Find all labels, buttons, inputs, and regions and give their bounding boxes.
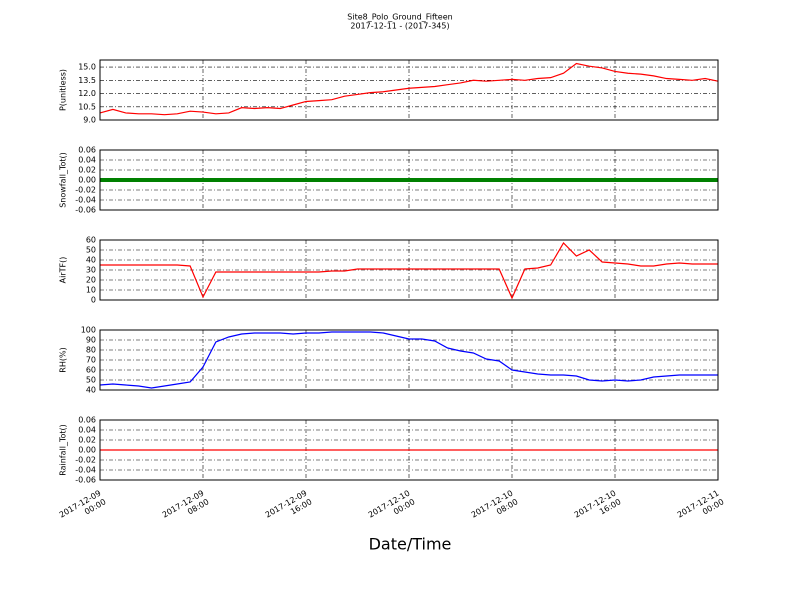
y-tick-label: 50 <box>86 246 96 255</box>
y-tick-label: 0.06 <box>78 146 96 155</box>
plot-frame <box>99 329 719 391</box>
y-tick-label: -0.04 <box>75 196 96 205</box>
plot-frame <box>99 419 719 481</box>
y-tick-label: 13.5 <box>78 76 96 85</box>
x-tick-label: 2017-12-1100:00 <box>675 488 725 528</box>
y-tick-label: -0.06 <box>75 476 96 485</box>
y-tick-label: 0 <box>91 296 96 305</box>
y-tick-label: -0.06 <box>75 206 96 215</box>
y-tick-label: -0.02 <box>75 186 96 195</box>
y-tick-label: 0.04 <box>78 156 96 165</box>
y-tick-label: 12.0 <box>78 89 96 98</box>
y-tick-label: 90 <box>86 336 96 345</box>
subtitle: 2017-12-11 - (2017-345) <box>350 22 449 31</box>
y-tick-label: 40 <box>86 386 96 395</box>
x-tick-label: 2017-12-1000:00 <box>366 488 416 528</box>
y-tick-label: 0.02 <box>78 166 96 175</box>
x-tick-label: 2017-12-0900:00 <box>57 488 107 528</box>
line <box>99 62 719 116</box>
y-tick-label: 9.0 <box>83 116 96 125</box>
x-tick-label: 2017-12-1008:00 <box>469 488 519 528</box>
y-tick-label: 60 <box>86 236 96 245</box>
y-tick-label: 15.0 <box>78 63 96 72</box>
y-tick-label: 0.04 <box>78 426 96 435</box>
y-tick-label: 0.00 <box>78 176 96 185</box>
y-tick-label: 60 <box>86 366 96 375</box>
line <box>99 331 718 389</box>
y-tick-label: -0.04 <box>75 466 96 475</box>
y-axis-label: RH(%) <box>59 347 68 372</box>
y-tick-label: 80 <box>86 346 96 355</box>
y-axis-label: Rainfall_Tot() <box>59 424 68 476</box>
y-tick-label: 40 <box>86 256 96 265</box>
y-tick-label: 100 <box>81 326 96 335</box>
y-tick-label: 10 <box>86 286 96 295</box>
plot-frame <box>99 239 719 301</box>
y-tick-label: 70 <box>86 356 96 365</box>
title: Site8_Polo_Ground_Fifteen <box>347 13 452 22</box>
x-tick-label: 2017-12-0908:00 <box>160 488 210 528</box>
y-tick-label: 50 <box>86 376 96 385</box>
plot-frame <box>99 59 719 121</box>
y-tick-label: -0.02 <box>75 456 96 465</box>
x-axis-label: Date/Time <box>369 535 452 554</box>
y-axis-label: Snowfall_Tot() <box>59 152 68 208</box>
y-tick-label: 20 <box>86 276 96 285</box>
x-tick-label: 2017-12-0916:00 <box>263 488 313 528</box>
plot-frame <box>99 149 719 211</box>
y-tick-label: 30 <box>86 266 96 275</box>
y-tick-label: 0.00 <box>78 446 96 455</box>
y-tick-label: 0.06 <box>78 416 96 425</box>
y-tick-label: 10.5 <box>78 102 96 111</box>
y-tick-label: 0.02 <box>78 436 96 445</box>
line <box>100 242 718 300</box>
y-axis-label: AirTF() <box>59 257 68 284</box>
x-tick-label: 2017-12-1016:00 <box>572 488 622 528</box>
y-axis-label: P(unitless) <box>59 69 68 111</box>
